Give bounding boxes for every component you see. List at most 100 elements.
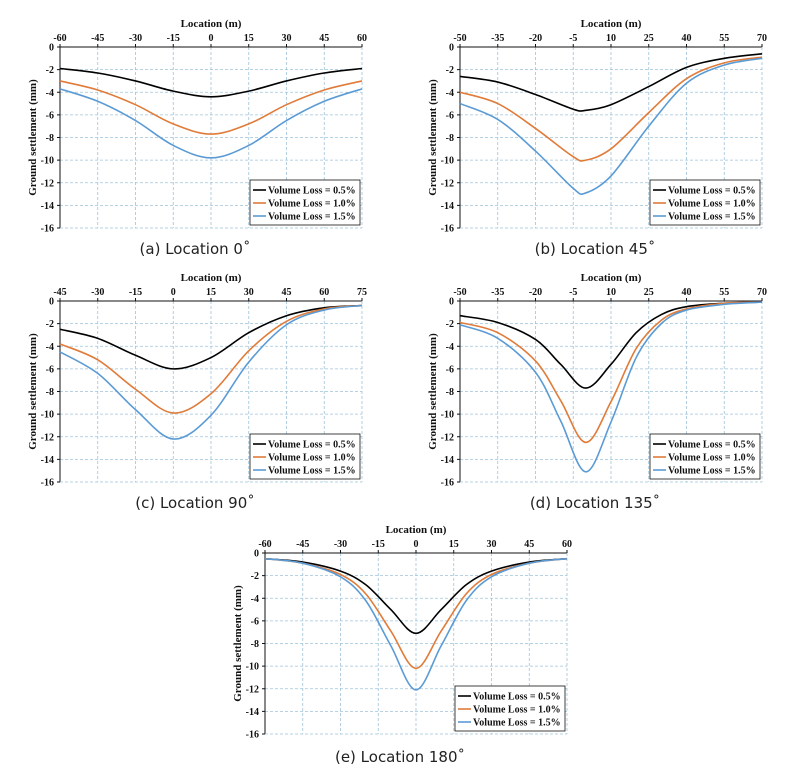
- x-tick-label: 60: [562, 539, 572, 550]
- x-axis-title: Location (m): [581, 18, 642, 30]
- chart-d: -50 -35 -20 -5 10 25 40 55 70 0 -2 -4 -6 -8 -10 -12 -14 -…: [427, 272, 767, 489]
- y-tick-label: -10: [441, 410, 454, 421]
- legend-box: [249, 433, 361, 480]
- legend-label-2: Volume Loss = 1.0%: [473, 705, 561, 716]
- x-tick-label: -50: [453, 33, 466, 44]
- y-tick-label: -2: [251, 571, 259, 582]
- x-tick-label: 30: [244, 287, 254, 298]
- series-line-2: [59, 80, 363, 135]
- chart-a: -60 -45 -30 -15 0 15 30 45 60 0 -2 -4 -6 -8 -10 -12 -14 -…: [27, 18, 367, 235]
- series-line-1: [264, 557, 568, 635]
- x-axis-title: Location (m): [581, 272, 642, 284]
- chart-panel-e: -60 -45 -30 -15 0 15 30 45 60 0 -2 -4 -6 -8 -10 -12 -14 -…: [205, 516, 595, 746]
- x-tick-label: 55: [719, 287, 729, 298]
- x-tick-label: 75: [357, 287, 367, 298]
- x-tick-label: 45: [524, 539, 534, 550]
- legend-label-1: Volume Loss = 0.5%: [668, 440, 756, 451]
- x-tick-label: 30: [282, 33, 292, 44]
- series-line-2: [459, 301, 763, 444]
- y-tick-label: -14: [41, 201, 54, 212]
- y-tick-label: -12: [246, 684, 259, 695]
- chart-caption-a: (a) Location 0˚: [139, 240, 251, 258]
- y-axis-title: Ground settlement (mm): [27, 333, 39, 450]
- y-tick-label: -16: [41, 478, 54, 489]
- series-line-3: [459, 301, 763, 473]
- x-tick-label: -45: [296, 539, 309, 550]
- x-tick-label: 70: [757, 33, 767, 44]
- legend-label-1: Volume Loss = 0.5%: [268, 440, 356, 451]
- legend-box: [454, 685, 566, 732]
- y-tick-label: -8: [446, 133, 454, 144]
- legend-box: [649, 179, 761, 226]
- y-tick-label: -6: [46, 110, 54, 121]
- x-tick-label: -50: [453, 287, 466, 298]
- x-tick-label: 40: [682, 287, 692, 298]
- x-tick-label: -20: [529, 33, 542, 44]
- legend-label-2: Volume Loss = 1.0%: [268, 199, 356, 210]
- y-tick-label: -16: [441, 224, 454, 235]
- chart-c: -45 -30 -15 0 15 30 45 60 75 0 -2 -4 -6 -8 -10 -12 -14 -1…: [27, 272, 367, 489]
- y-axis-title: Ground settlement (mm): [27, 79, 39, 196]
- chart-caption-d: (d) Location 135˚: [529, 494, 661, 512]
- y-tick-label: -2: [46, 65, 54, 76]
- y-tick-label: -10: [246, 662, 259, 673]
- x-tick-label: -35: [491, 33, 504, 44]
- x-tick-label: 45: [282, 287, 292, 298]
- x-tick-label: 0: [209, 33, 214, 44]
- y-axis-title: Ground settlement (mm): [232, 585, 244, 702]
- y-tick-label: -6: [46, 364, 54, 375]
- series-line-1: [59, 304, 363, 370]
- x-tick-label: -45: [91, 33, 104, 44]
- x-axis-title: Location (m): [181, 272, 242, 284]
- legend-box: [249, 179, 361, 226]
- x-tick-label: 15: [206, 287, 216, 298]
- chart-b: -50 -35 -20 -5 10 25 40 55 70 0 -2 -4 -6 -8 -10 -12 -14 -…: [427, 18, 767, 235]
- legend-box: [649, 433, 761, 480]
- chart-caption-e: (e) Location 180˚: [334, 748, 466, 766]
- x-tick-label: 25: [644, 287, 654, 298]
- y-tick-label: -12: [441, 178, 454, 189]
- y-tick-label: -14: [441, 201, 454, 212]
- x-tick-label: -15: [372, 539, 385, 550]
- y-tick-label: -6: [251, 616, 259, 627]
- legend-label-1: Volume Loss = 0.5%: [268, 186, 356, 197]
- y-tick-label: -2: [46, 319, 54, 330]
- y-tick-label: -4: [46, 88, 54, 99]
- y-tick-label: -2: [446, 65, 454, 76]
- y-tick-label: -4: [446, 88, 454, 99]
- series-line-2: [264, 557, 568, 670]
- series-line-1: [59, 67, 363, 98]
- y-tick-label: 0: [449, 43, 454, 54]
- x-tick-label: 15: [449, 539, 459, 550]
- y-tick-label: -12: [41, 432, 54, 443]
- x-tick-label: 45: [319, 33, 329, 44]
- y-tick-label: -16: [246, 730, 259, 741]
- x-tick-label: -20: [529, 287, 542, 298]
- y-tick-label: -4: [446, 342, 454, 353]
- series-line-1: [459, 52, 763, 112]
- x-axis-title: Location (m): [386, 524, 447, 536]
- y-tick-label: -10: [41, 156, 54, 167]
- chart-panel-d: -50 -35 -20 -5 10 25 40 55 70 0 -2 -4 -6 -8 -10 -12 -14 -…: [400, 264, 790, 494]
- y-tick-label: -6: [446, 364, 454, 375]
- y-tick-label: -4: [46, 342, 54, 353]
- y-tick-label: -4: [251, 594, 259, 605]
- x-tick-label: -60: [53, 33, 66, 44]
- x-tick-label: -5: [569, 287, 577, 298]
- chart-panel-c: -45 -30 -15 0 15 30 45 60 75 0 -2 -4 -6 -8 -10 -12 -14 -1…: [0, 264, 390, 494]
- y-tick-label: -8: [446, 387, 454, 398]
- x-tick-label: 40: [682, 33, 692, 44]
- y-axis-title: Ground settlement (mm): [427, 79, 439, 196]
- series-line-3: [459, 57, 763, 196]
- x-tick-label: -35: [491, 287, 504, 298]
- y-tick-label: -2: [446, 319, 454, 330]
- y-tick-label: -8: [46, 133, 54, 144]
- chart-panel-a: -60 -45 -30 -15 0 15 30 45 60 0 -2 -4 -6 -8 -10 -12 -14 -…: [0, 10, 390, 240]
- y-tick-label: 0: [49, 43, 54, 54]
- chart-caption-b: (b) Location 45˚: [534, 240, 656, 258]
- legend-label-2: Volume Loss = 1.0%: [268, 453, 356, 464]
- x-tick-label: -5: [569, 33, 577, 44]
- legend-label-1: Volume Loss = 0.5%: [473, 692, 561, 703]
- x-tick-label: 10: [606, 287, 616, 298]
- x-tick-label: -15: [167, 33, 180, 44]
